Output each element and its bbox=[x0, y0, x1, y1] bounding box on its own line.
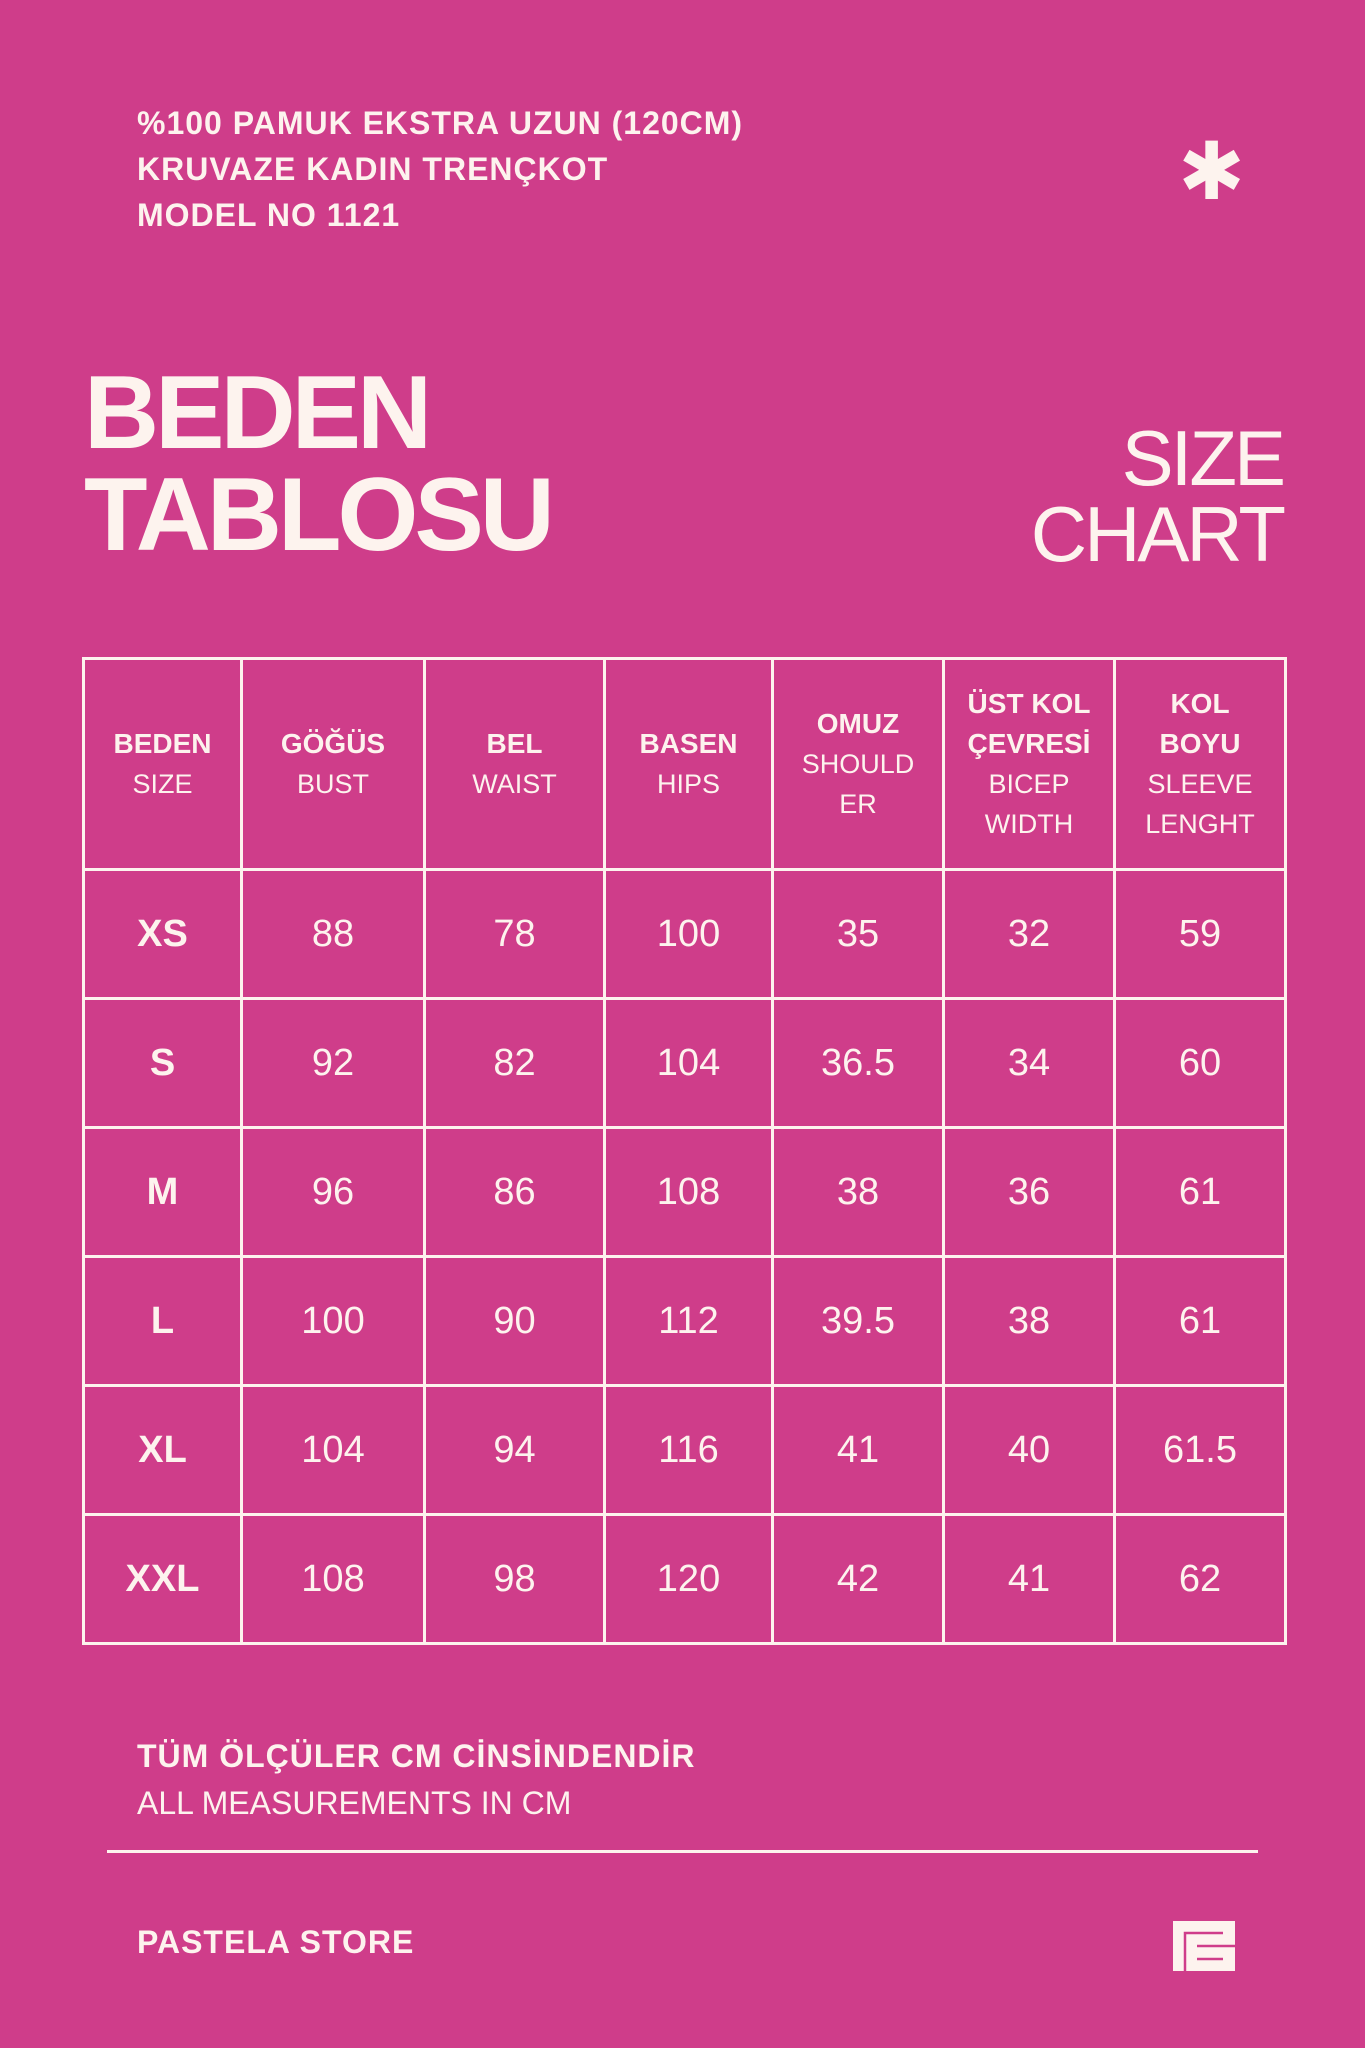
column-header-tr: BEDEN bbox=[113, 728, 212, 759]
value-cell: 32 bbox=[942, 868, 1116, 1000]
column-header-tr: ÇEVRESİ bbox=[967, 728, 1091, 759]
column-header-en: WIDTH bbox=[984, 809, 1074, 839]
column-header-tr: BASEN bbox=[639, 728, 738, 759]
column-header-tr: KOL bbox=[1170, 688, 1230, 719]
column-header-en: BICEP bbox=[988, 769, 1070, 799]
title-line: TABLOSU bbox=[84, 457, 555, 573]
value-cell: 61 bbox=[1113, 1255, 1287, 1387]
column-header: GÖĞÜS BUST bbox=[240, 657, 426, 871]
column-header-tr: BOYU bbox=[1159, 728, 1241, 759]
value-cell: 94 bbox=[423, 1384, 606, 1516]
subtitle-line: SIZE bbox=[1121, 414, 1286, 502]
table-row: XS 88 78 100 35 32 59 bbox=[82, 868, 1287, 1000]
column-header-en: ER bbox=[839, 789, 877, 819]
value-cell: 104 bbox=[240, 1384, 426, 1516]
value-cell: 39.5 bbox=[771, 1255, 945, 1387]
value-cell: 98 bbox=[423, 1513, 606, 1645]
store-logo bbox=[1173, 1921, 1235, 1971]
column-header-en: WAIST bbox=[472, 769, 557, 799]
value-cell: 38 bbox=[771, 1126, 945, 1258]
value-cell: 100 bbox=[603, 868, 774, 1000]
value-cell: 108 bbox=[240, 1513, 426, 1645]
column-header-tr: GÖĞÜS bbox=[280, 728, 386, 759]
value-cell: 61 bbox=[1113, 1126, 1287, 1258]
subtitle-line: CHART bbox=[1030, 490, 1286, 578]
table-row: S 92 82 104 36.5 34 60 bbox=[82, 997, 1287, 1129]
value-cell: 40 bbox=[942, 1384, 1116, 1516]
value-cell: 82 bbox=[423, 997, 606, 1129]
table-row: M 96 86 108 38 36 61 bbox=[82, 1126, 1287, 1258]
value-cell: 34 bbox=[942, 997, 1116, 1129]
divider bbox=[107, 1850, 1258, 1853]
value-cell: 90 bbox=[423, 1255, 606, 1387]
value-cell: 116 bbox=[603, 1384, 774, 1516]
value-cell: 78 bbox=[423, 868, 606, 1000]
store-name: PASTELA STORE bbox=[137, 1924, 415, 1960]
table-header-row: BEDEN SIZE GÖĞÜS BUST BEL WAIST BASEN HIPS OMUZ S… bbox=[82, 657, 1287, 871]
value-cell: 96 bbox=[240, 1126, 426, 1258]
table-row: L 100 90 112 39.5 38 61 bbox=[82, 1255, 1287, 1387]
column-header: KOL BOYU SLEEVE LENGHT bbox=[1113, 657, 1287, 871]
column-header-en: HIPS bbox=[656, 769, 721, 799]
value-cell: 92 bbox=[240, 997, 426, 1129]
header-line: KRUVAZE KADIN TRENÇKOT bbox=[137, 151, 609, 187]
product-header: %100 PAMUK EKSTRA UZUN (120CM) KRUVAZE K… bbox=[137, 100, 743, 238]
size-cell: XL bbox=[82, 1384, 243, 1516]
column-header: BASEN HIPS bbox=[603, 657, 774, 871]
column-header-tr: BEL bbox=[486, 728, 543, 759]
value-cell: 42 bbox=[771, 1513, 945, 1645]
size-cell: XS bbox=[82, 868, 243, 1000]
size-chart-table: BEDEN SIZE GÖĞÜS BUST BEL WAIST BASEN HIPS OMUZ S… bbox=[82, 657, 1287, 1645]
value-cell: 59 bbox=[1113, 868, 1287, 1000]
column-header: BEL WAIST bbox=[423, 657, 606, 871]
value-cell: 61.5 bbox=[1113, 1384, 1287, 1516]
column-header-en: SIZE bbox=[132, 769, 193, 799]
measurement-note-tr: TÜM ÖLÇÜLER CM CİNSİNDENDİR bbox=[137, 1738, 696, 1774]
value-cell: 35 bbox=[771, 868, 945, 1000]
column-header-en: SHOULD bbox=[801, 749, 915, 779]
value-cell: 112 bbox=[603, 1255, 774, 1387]
column-header: BEDEN SIZE bbox=[82, 657, 243, 871]
column-header-en: LENGHT bbox=[1145, 809, 1255, 839]
table-row: XL 104 94 116 41 40 61.5 bbox=[82, 1384, 1287, 1516]
column-header-en: SLEEVE bbox=[1147, 769, 1253, 799]
value-cell: 86 bbox=[423, 1126, 606, 1258]
value-cell: 36.5 bbox=[771, 997, 945, 1129]
page-subtitle: SIZE CHART bbox=[1030, 414, 1286, 578]
value-cell: 41 bbox=[771, 1384, 945, 1516]
value-cell: 88 bbox=[240, 868, 426, 1000]
column-header-tr: OMUZ bbox=[816, 708, 900, 739]
value-cell: 108 bbox=[603, 1126, 774, 1258]
title-line: BEDEN bbox=[84, 355, 432, 471]
size-cell: M bbox=[82, 1126, 243, 1258]
value-cell: 60 bbox=[1113, 997, 1287, 1129]
column-header-en: BUST bbox=[296, 769, 369, 799]
asterisk-icon: ✱ bbox=[1178, 127, 1246, 216]
value-cell: 100 bbox=[240, 1255, 426, 1387]
value-cell: 120 bbox=[603, 1513, 774, 1645]
measurement-note-en: ALL MEASUREMENTS IN CM bbox=[137, 1785, 572, 1821]
value-cell: 36 bbox=[942, 1126, 1116, 1258]
column-header: OMUZ SHOULD ER bbox=[771, 657, 945, 871]
column-header-tr: ÜST KOL bbox=[967, 688, 1091, 719]
value-cell: 38 bbox=[942, 1255, 1116, 1387]
size-cell: XXL bbox=[82, 1513, 243, 1645]
value-cell: 104 bbox=[603, 997, 774, 1129]
size-cell: S bbox=[82, 997, 243, 1129]
page-title: BEDEN TABLOSU bbox=[84, 355, 555, 573]
header-line: %100 PAMUK EKSTRA UZUN (120CM) bbox=[137, 105, 744, 141]
table-row: XXL 108 98 120 42 41 62 bbox=[82, 1513, 1287, 1645]
value-cell: 41 bbox=[942, 1513, 1116, 1645]
size-cell: L bbox=[82, 1255, 243, 1387]
value-cell: 62 bbox=[1113, 1513, 1287, 1645]
header-line: MODEL NO 1121 bbox=[137, 197, 401, 233]
column-header: ÜST KOL ÇEVRESİ BICEP WIDTH bbox=[942, 657, 1116, 871]
